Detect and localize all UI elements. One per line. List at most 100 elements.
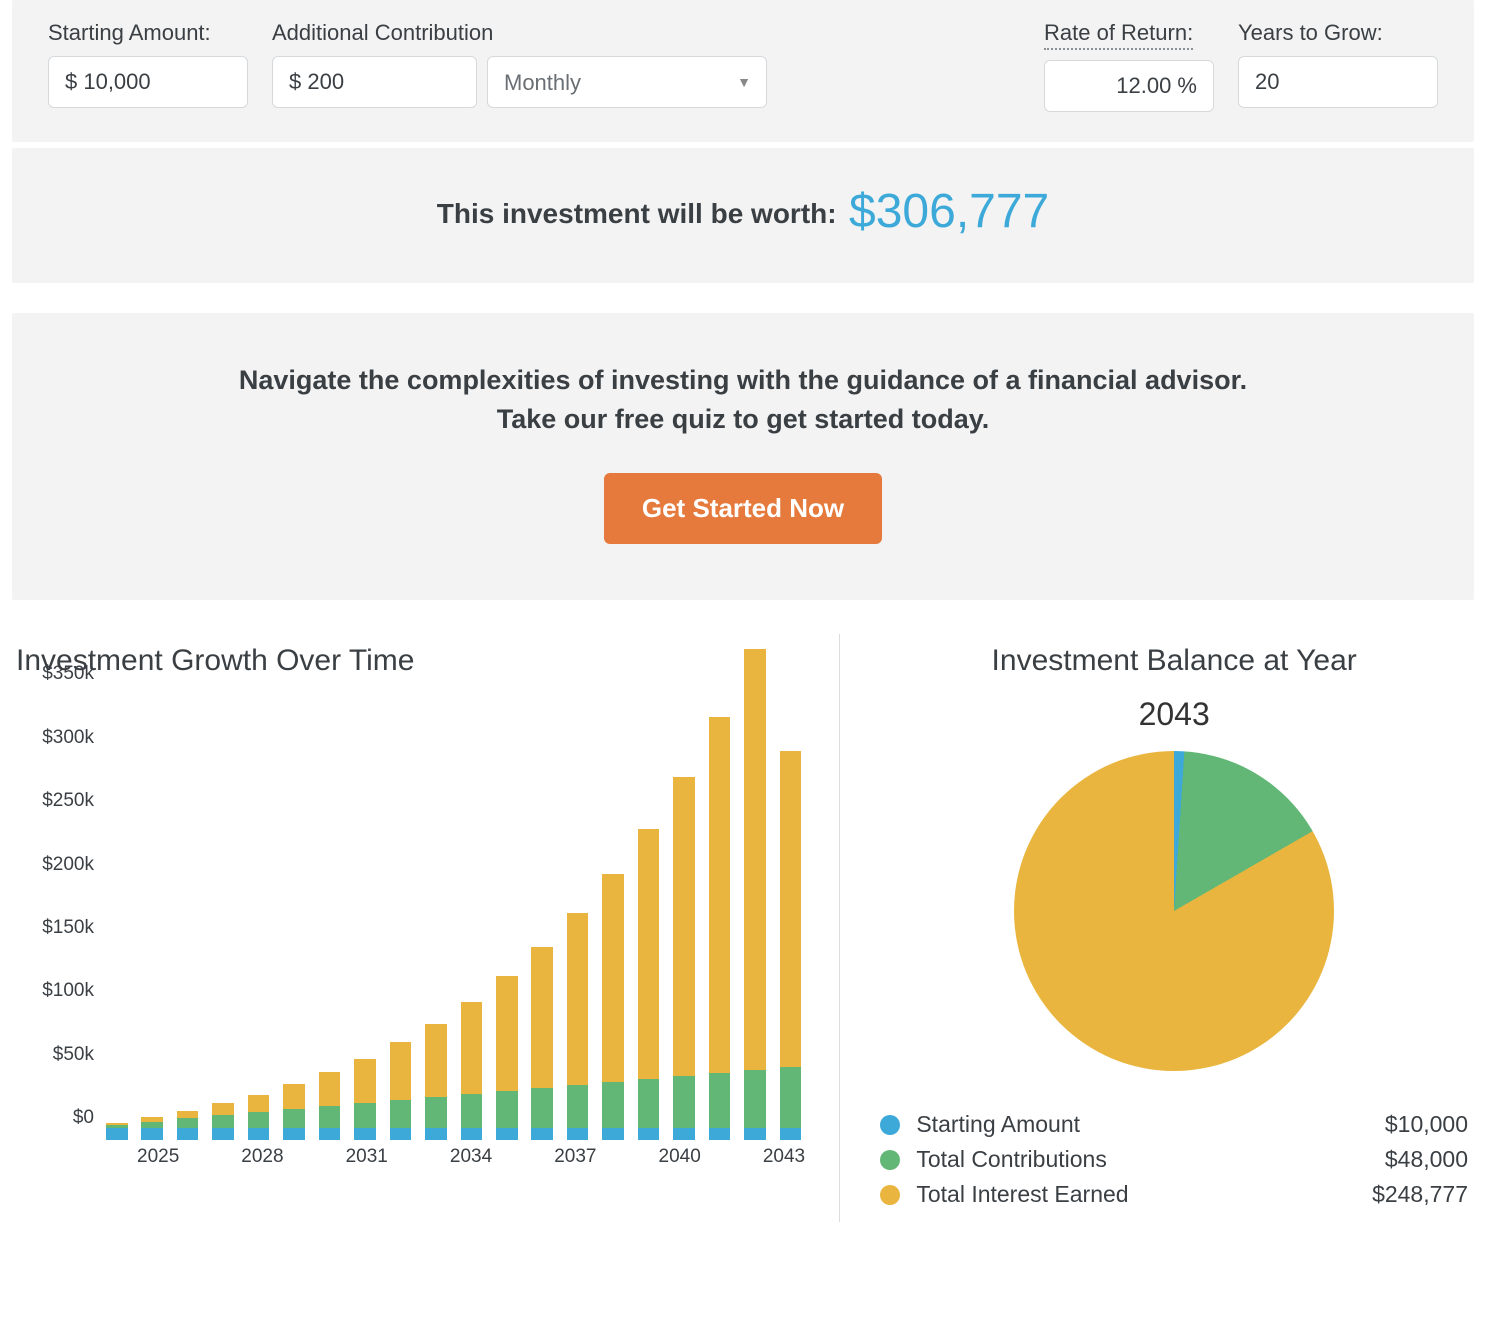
contribution-label: Additional Contribution: [272, 20, 767, 46]
bar-seg-interest: [780, 751, 802, 1067]
get-started-button[interactable]: Get Started Now: [604, 473, 882, 544]
legend-label: Starting Amount: [916, 1111, 1385, 1138]
bar-column: [354, 1059, 376, 1141]
bar-seg-interest: [248, 1095, 270, 1113]
bar-column: [780, 751, 802, 1140]
bar-seg-contributions: [602, 1082, 624, 1128]
bar-seg-starting: [319, 1128, 341, 1141]
bar-seg-interest: [567, 913, 589, 1085]
pie-chart: [1014, 751, 1334, 1071]
bar-seg-starting: [531, 1128, 553, 1141]
years-input[interactable]: [1238, 56, 1438, 108]
bar-seg-interest: [177, 1111, 199, 1119]
legend-value: $48,000: [1385, 1146, 1468, 1173]
bar-seg-contributions: [744, 1070, 766, 1128]
bar-seg-contributions: [177, 1118, 199, 1127]
bar-column: [106, 1123, 128, 1140]
contribution-input[interactable]: [272, 56, 477, 108]
bar-column: [744, 649, 766, 1140]
rate-label: Rate of Return:: [1044, 20, 1193, 50]
bar-seg-contributions: [390, 1100, 412, 1127]
bar-chart-bars: [106, 696, 801, 1140]
bar-seg-contributions: [780, 1067, 802, 1128]
x-tick-label: 2043: [763, 1146, 805, 1168]
bar-column: [177, 1111, 199, 1140]
bar-seg-contributions: [709, 1073, 731, 1128]
pie-chart-title: Investment Balance at Year: [880, 644, 1468, 678]
pie-chart-year: 2043: [880, 696, 1468, 733]
bar-column: [673, 777, 695, 1141]
bar-column: [709, 717, 731, 1140]
x-tick-label: 2028: [241, 1146, 283, 1168]
bar-chart-y-axis: $0$50k$100k$150k$200k$250k$300k$350k: [16, 696, 100, 1140]
bar-chart-title: Investment Growth Over Time: [16, 644, 809, 678]
legend-row: Total Interest Earned$248,777: [880, 1177, 1468, 1212]
starting-amount-group: Starting Amount:: [48, 20, 248, 108]
starting-amount-input[interactable]: [48, 56, 248, 108]
bar-column: [212, 1103, 234, 1140]
bar-seg-interest: [425, 1024, 447, 1098]
bar-seg-interest: [390, 1042, 412, 1100]
bar-seg-starting: [283, 1128, 305, 1141]
bar-seg-interest: [496, 976, 518, 1091]
inputs-panel: Starting Amount: Additional Contribution…: [12, 0, 1474, 142]
bar-chart-x-axis: 2025202820312034203720402043: [106, 1146, 801, 1176]
x-tick-label: 2037: [554, 1146, 596, 1168]
legend-label: Total Contributions: [916, 1146, 1385, 1173]
bar-seg-contributions: [496, 1091, 518, 1128]
bar-seg-starting: [248, 1128, 270, 1141]
x-tick-label: 2025: [137, 1146, 179, 1168]
cta-line2: Take our free quiz to get started today.: [52, 400, 1434, 439]
bar-seg-contributions: [354, 1103, 376, 1127]
bar-seg-contributions: [461, 1094, 483, 1127]
bar-seg-starting: [425, 1128, 447, 1141]
bar-seg-interest: [283, 1084, 305, 1109]
bar-seg-starting: [354, 1128, 376, 1141]
x-tick-label: 2040: [659, 1146, 701, 1168]
bar-seg-starting: [141, 1128, 163, 1141]
legend-dot-icon: [880, 1150, 900, 1170]
y-tick-label: $150k: [42, 917, 94, 939]
bar-seg-starting: [177, 1128, 199, 1141]
bar-seg-starting: [780, 1128, 802, 1141]
legend-value: $248,777: [1372, 1181, 1468, 1208]
bar-seg-interest: [319, 1072, 341, 1106]
legend-label: Total Interest Earned: [916, 1181, 1372, 1208]
frequency-select[interactable]: Monthly: [487, 56, 767, 108]
legend-dot-icon: [880, 1115, 900, 1135]
rate-input[interactable]: [1044, 60, 1214, 112]
legend-row: Total Contributions$48,000: [880, 1142, 1468, 1177]
bar-seg-interest: [354, 1059, 376, 1104]
pie-chart-wrap: [880, 751, 1468, 1071]
bar-column: [283, 1084, 305, 1140]
y-tick-label: $350k: [42, 663, 94, 685]
bar-seg-interest: [744, 649, 766, 1070]
y-tick-label: $0: [73, 1107, 94, 1129]
bar-seg-contributions: [567, 1085, 589, 1128]
bar-column: [390, 1042, 412, 1140]
y-tick-label: $200k: [42, 854, 94, 876]
y-tick-label: $100k: [42, 980, 94, 1002]
cta-line1: Navigate the complexities of investing w…: [52, 361, 1434, 400]
bar-seg-starting: [744, 1128, 766, 1141]
legend-value: $10,000: [1385, 1111, 1468, 1138]
cta-panel: Navigate the complexities of investing w…: [12, 313, 1474, 600]
bar-column: [638, 829, 660, 1141]
bar-seg-contributions: [319, 1106, 341, 1127]
bar-seg-starting: [638, 1128, 660, 1141]
years-label: Years to Grow:: [1238, 20, 1438, 46]
starting-amount-label: Starting Amount:: [48, 20, 248, 46]
bar-seg-starting: [212, 1128, 234, 1141]
bar-seg-starting: [709, 1128, 731, 1141]
pie-chart-panel: Investment Balance at Year 2043 Starting…: [840, 634, 1474, 1222]
bar-column: [602, 874, 624, 1141]
bar-seg-contributions: [212, 1115, 234, 1127]
bar-column: [461, 1002, 483, 1141]
result-label: This investment will be worth:: [437, 198, 837, 229]
bar-seg-starting: [567, 1128, 589, 1141]
years-group: Years to Grow:: [1238, 20, 1438, 108]
x-tick-label: 2034: [450, 1146, 492, 1168]
bar-seg-contributions: [248, 1112, 270, 1127]
bar-seg-starting: [602, 1128, 624, 1141]
bar-column: [248, 1095, 270, 1141]
